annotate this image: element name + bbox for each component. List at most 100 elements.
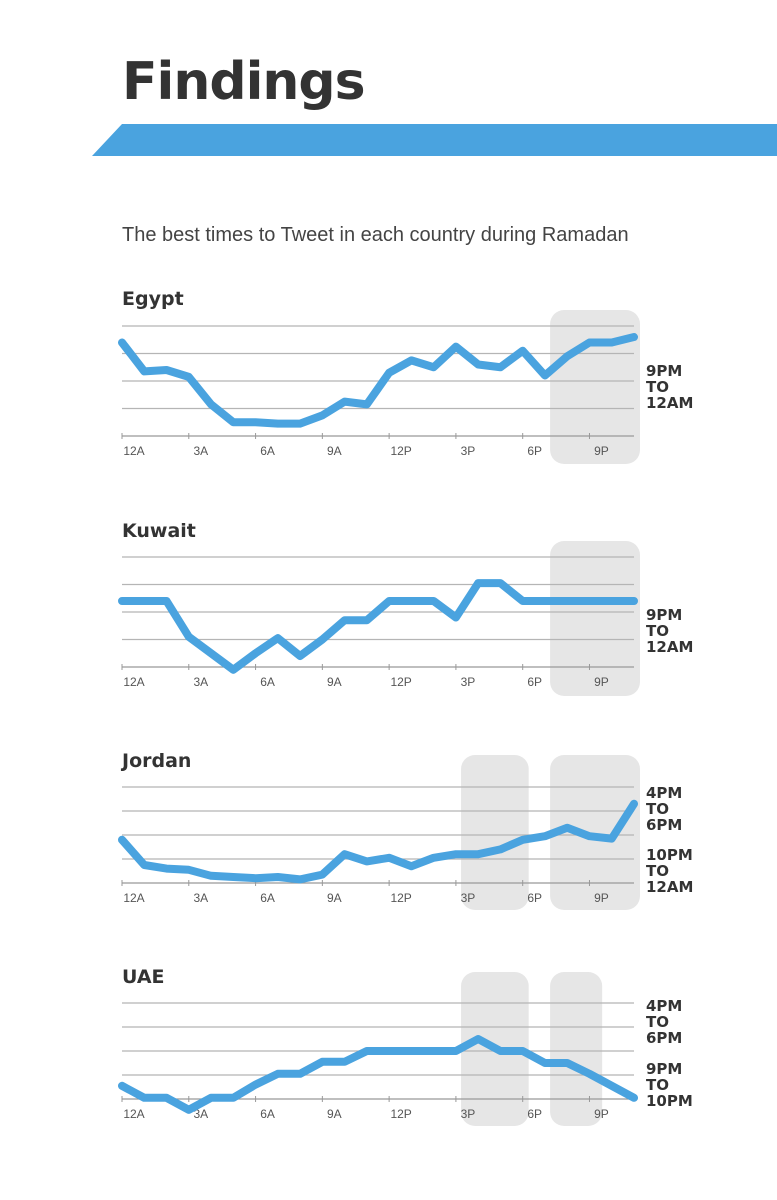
data-point bbox=[410, 600, 412, 602]
data-point bbox=[544, 375, 546, 376]
data-point bbox=[522, 600, 524, 602]
chart-uae: UAE 12A 3A 6A 9A 12P 3P 6P 9P 4PM TO 6PM 9PM TO 10PM bbox=[0, 966, 777, 1156]
x-tick-label: 9P bbox=[594, 1107, 609, 1121]
data-point bbox=[566, 355, 568, 357]
x-tick-label: 3A bbox=[193, 1107, 208, 1121]
window-label: 10PM TO 12AM bbox=[646, 847, 693, 895]
data-point bbox=[522, 1050, 524, 1052]
data-point bbox=[321, 874, 323, 876]
window-label-line: TO bbox=[646, 377, 669, 396]
series-line bbox=[118, 579, 638, 674]
data-point bbox=[344, 401, 346, 403]
x-tick-label: 3P bbox=[461, 891, 476, 905]
data-point bbox=[188, 376, 190, 378]
x-tick-label: 12A bbox=[123, 675, 144, 689]
data-point bbox=[188, 1109, 190, 1111]
highlight-window bbox=[550, 755, 640, 910]
chart-kuwait: Kuwait 12A 3A 6A 9A 12P 3P 6P 9P 9PM TO 12AM bbox=[0, 520, 777, 710]
series-line bbox=[118, 333, 638, 428]
window-label-line: 10PM bbox=[646, 1091, 693, 1110]
data-point bbox=[499, 848, 501, 850]
data-point bbox=[299, 423, 301, 425]
window-label-line: 6PM bbox=[646, 1029, 683, 1048]
data-point bbox=[299, 878, 301, 880]
window-label-line: TO bbox=[646, 1075, 669, 1094]
data-point bbox=[566, 600, 568, 602]
data-point bbox=[232, 1097, 234, 1099]
x-tick-label: 12A bbox=[123, 891, 144, 905]
data-point bbox=[255, 652, 257, 654]
x-tick-label: 3P bbox=[461, 1107, 476, 1121]
data-point bbox=[121, 600, 123, 602]
data-point bbox=[588, 1073, 590, 1075]
data-point bbox=[388, 600, 390, 602]
data-point bbox=[455, 1050, 457, 1052]
data-point bbox=[321, 1061, 323, 1063]
x-tick-label: 12P bbox=[390, 675, 411, 689]
highlight-window bbox=[461, 755, 529, 910]
window-label: 9PM TO 12AM bbox=[646, 607, 693, 655]
window-label-line: 9PM bbox=[646, 1059, 683, 1078]
data-point bbox=[455, 853, 457, 855]
series-line bbox=[118, 799, 638, 884]
chart-plot: 12A 3A 6A 9A 12P 3P 6P 9P bbox=[118, 310, 640, 464]
series-line bbox=[118, 1035, 638, 1114]
window-label: 4PM TO 6PM bbox=[646, 785, 682, 833]
x-tick-label: 6P bbox=[527, 444, 542, 458]
data-point bbox=[299, 655, 301, 657]
data-point bbox=[344, 1061, 346, 1063]
chart-title: Kuwait bbox=[122, 520, 196, 542]
data-point bbox=[121, 1085, 123, 1087]
page-subtitle: The best times to Tweet in each country … bbox=[122, 224, 629, 246]
x-tick-label: 9A bbox=[327, 444, 342, 458]
chart-plot: 12A 3A 6A 9A 12P 3P 6P 9P bbox=[118, 755, 640, 910]
data-point bbox=[410, 359, 412, 361]
data-point bbox=[633, 600, 635, 602]
x-tick-label: 9A bbox=[327, 1107, 342, 1121]
x-tick-label: 6P bbox=[527, 675, 542, 689]
data-point bbox=[121, 839, 123, 841]
x-tick-label: 12P bbox=[390, 891, 411, 905]
window-label: 9PM TO 10PM bbox=[646, 1061, 693, 1109]
data-point bbox=[277, 423, 279, 425]
window-label-line: 9PM bbox=[646, 606, 683, 625]
data-point bbox=[544, 1062, 546, 1064]
x-tick-label: 3P bbox=[461, 675, 476, 689]
data-point bbox=[477, 853, 479, 855]
chart-egypt: Egypt 12A 3A 6A 9A 12P 3P 6P 9P 9PM TO 12AM bbox=[0, 288, 777, 478]
data-point bbox=[366, 860, 368, 862]
data-point bbox=[544, 600, 546, 602]
data-point bbox=[544, 835, 546, 837]
data-point bbox=[366, 403, 368, 405]
data-point bbox=[277, 1073, 279, 1075]
window-label-line: 12AM bbox=[646, 878, 694, 896]
x-tick-label: 6A bbox=[260, 1107, 275, 1121]
x-tick-label: 3A bbox=[193, 675, 208, 689]
chart-plot: 12A 3A 6A 9A 12P 3P 6P 9P bbox=[118, 972, 638, 1126]
x-tick-label: 3A bbox=[193, 891, 208, 905]
x-tick-label: 12A bbox=[123, 444, 144, 458]
data-point bbox=[588, 342, 590, 343]
window-label-line: 6PM bbox=[646, 815, 683, 834]
data-point bbox=[477, 364, 479, 365]
data-point bbox=[477, 582, 479, 584]
data-point bbox=[588, 600, 590, 602]
data-point bbox=[410, 1050, 412, 1052]
data-point bbox=[566, 827, 568, 829]
data-point bbox=[232, 669, 234, 671]
x-tick-label: 3P bbox=[461, 444, 476, 458]
data-point bbox=[633, 803, 635, 805]
data-point bbox=[499, 366, 501, 368]
window-label-line: 12AM bbox=[646, 393, 694, 412]
data-point bbox=[166, 369, 168, 371]
data-point bbox=[499, 582, 501, 584]
x-tick-label: 12P bbox=[390, 1107, 411, 1121]
x-tick-label: 6A bbox=[260, 675, 275, 689]
x-tick-label: 6A bbox=[260, 891, 275, 905]
data-point bbox=[611, 838, 613, 840]
x-tick-label: 9P bbox=[594, 675, 609, 689]
data-point bbox=[433, 366, 435, 368]
data-point bbox=[455, 346, 457, 348]
window-label-line: 9PM bbox=[646, 361, 683, 380]
data-point bbox=[321, 639, 323, 640]
